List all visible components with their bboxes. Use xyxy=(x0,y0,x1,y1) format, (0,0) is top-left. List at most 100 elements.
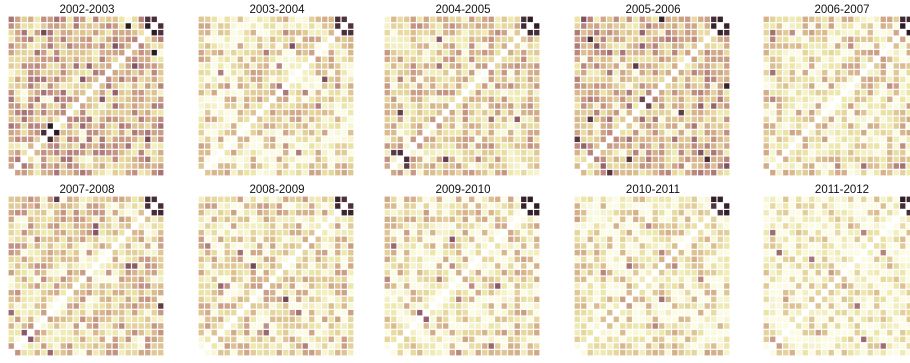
heatmap-cell xyxy=(74,230,79,235)
heatmap-cell xyxy=(316,143,321,148)
heatmap-cell xyxy=(93,250,98,255)
heatmap-cell xyxy=(257,323,262,328)
heatmap-cell xyxy=(450,30,455,35)
heatmap-cell xyxy=(335,37,340,42)
panel-title: 2003-2004 xyxy=(198,3,356,17)
heatmap-cell xyxy=(534,83,539,88)
heatmap-cell xyxy=(303,23,308,28)
heatmap-cell xyxy=(482,243,487,248)
heatmap-cell xyxy=(666,70,671,75)
heatmap-cell xyxy=(15,257,20,262)
heatmap-cell-diagonal xyxy=(264,103,269,108)
heatmap-cell xyxy=(502,130,507,135)
heatmap-cell xyxy=(80,70,85,75)
heatmap-cell xyxy=(718,343,723,348)
heatmap-cell xyxy=(822,163,827,168)
heatmap-cell xyxy=(437,303,442,308)
heatmap-cell xyxy=(411,230,416,235)
heatmap-cell xyxy=(724,270,729,275)
heatmap-cell xyxy=(205,243,210,248)
heatmap-cell xyxy=(342,150,347,155)
heatmap-cell xyxy=(724,137,729,142)
heatmap-cell xyxy=(100,57,105,62)
heatmap-cell xyxy=(264,330,269,335)
heatmap-cell xyxy=(633,97,638,102)
heatmap-cell xyxy=(463,197,468,202)
heatmap-cell xyxy=(476,350,481,355)
heatmap-cell xyxy=(411,263,416,268)
heatmap-cell xyxy=(633,310,638,315)
heatmap-cell xyxy=(829,63,834,68)
heatmap-cell xyxy=(437,23,442,28)
heatmap-cell xyxy=(614,263,619,268)
heatmap-cell xyxy=(106,223,111,228)
heatmap-cell xyxy=(231,90,236,95)
heatmap-cell xyxy=(495,283,500,288)
heatmap-cell xyxy=(270,343,275,348)
heatmap-cell xyxy=(22,163,27,168)
heatmap-cell xyxy=(900,97,905,102)
heatmap-cell xyxy=(790,110,795,115)
heatmap-cell xyxy=(48,303,53,308)
heatmap-cell xyxy=(100,130,105,135)
heatmap-cell xyxy=(158,50,163,55)
heatmap-cell xyxy=(335,117,340,122)
heatmap-cell xyxy=(868,83,873,88)
heatmap-cell xyxy=(74,170,79,175)
heatmap-cell xyxy=(251,70,256,75)
heatmap-cell xyxy=(463,343,468,348)
heatmap-cell-diagonal xyxy=(22,157,27,162)
heatmap-cell xyxy=(54,350,59,355)
heatmap-cell xyxy=(205,350,210,355)
heatmap-cell xyxy=(463,43,468,48)
heatmap-cell xyxy=(385,270,390,275)
heatmap-matrix xyxy=(384,16,540,176)
heatmap-cell xyxy=(100,243,105,248)
heatmap-cell-diagonal xyxy=(822,110,827,115)
heatmap-cell xyxy=(385,150,390,155)
heatmap-cell xyxy=(443,137,448,142)
heatmap-cell xyxy=(534,123,539,128)
heatmap-cell xyxy=(659,323,664,328)
heatmap-cell xyxy=(41,237,46,242)
heatmap-cell xyxy=(614,157,619,162)
heatmap-cell-diagonal xyxy=(283,83,288,88)
heatmap-cell-diagonal xyxy=(594,330,599,335)
heatmap-cell xyxy=(391,70,396,75)
heatmap-cell xyxy=(61,350,66,355)
heatmap-cell xyxy=(9,57,14,62)
heatmap-cell xyxy=(35,110,40,115)
heatmap-cell xyxy=(489,137,494,142)
heatmap-cell xyxy=(489,110,494,115)
heatmap-cell xyxy=(35,70,40,75)
heatmap-cell xyxy=(385,90,390,95)
heatmap-cell xyxy=(489,317,494,322)
heatmap-cell xyxy=(158,237,163,242)
heatmap-cell xyxy=(868,150,873,155)
heatmap-cell xyxy=(145,117,150,122)
heatmap-cell xyxy=(640,270,645,275)
heatmap-cell xyxy=(816,77,821,82)
heatmap-cell xyxy=(238,143,243,148)
heatmap-cell xyxy=(581,283,586,288)
heatmap-cell xyxy=(430,290,435,295)
heatmap-cell xyxy=(385,103,390,108)
heatmap-cell xyxy=(528,303,533,308)
heatmap-cell xyxy=(309,283,314,288)
heatmap-cell xyxy=(672,257,677,262)
heatmap-cell xyxy=(93,337,98,342)
heatmap-cell-diagonal xyxy=(521,210,526,215)
heatmap-cell xyxy=(80,143,85,148)
heatmap-cell xyxy=(607,330,612,335)
heatmap-cell xyxy=(225,110,230,115)
heatmap-cell xyxy=(106,137,111,142)
heatmap-cell xyxy=(443,143,448,148)
heatmap-cell xyxy=(646,43,651,48)
heatmap-cell xyxy=(290,50,295,55)
heatmap-cell xyxy=(764,97,769,102)
heatmap-cell xyxy=(398,117,403,122)
heatmap-cell xyxy=(868,23,873,28)
heatmap-cell xyxy=(848,123,853,128)
heatmap-cell xyxy=(508,97,513,102)
heatmap-cell-diagonal xyxy=(424,130,429,135)
